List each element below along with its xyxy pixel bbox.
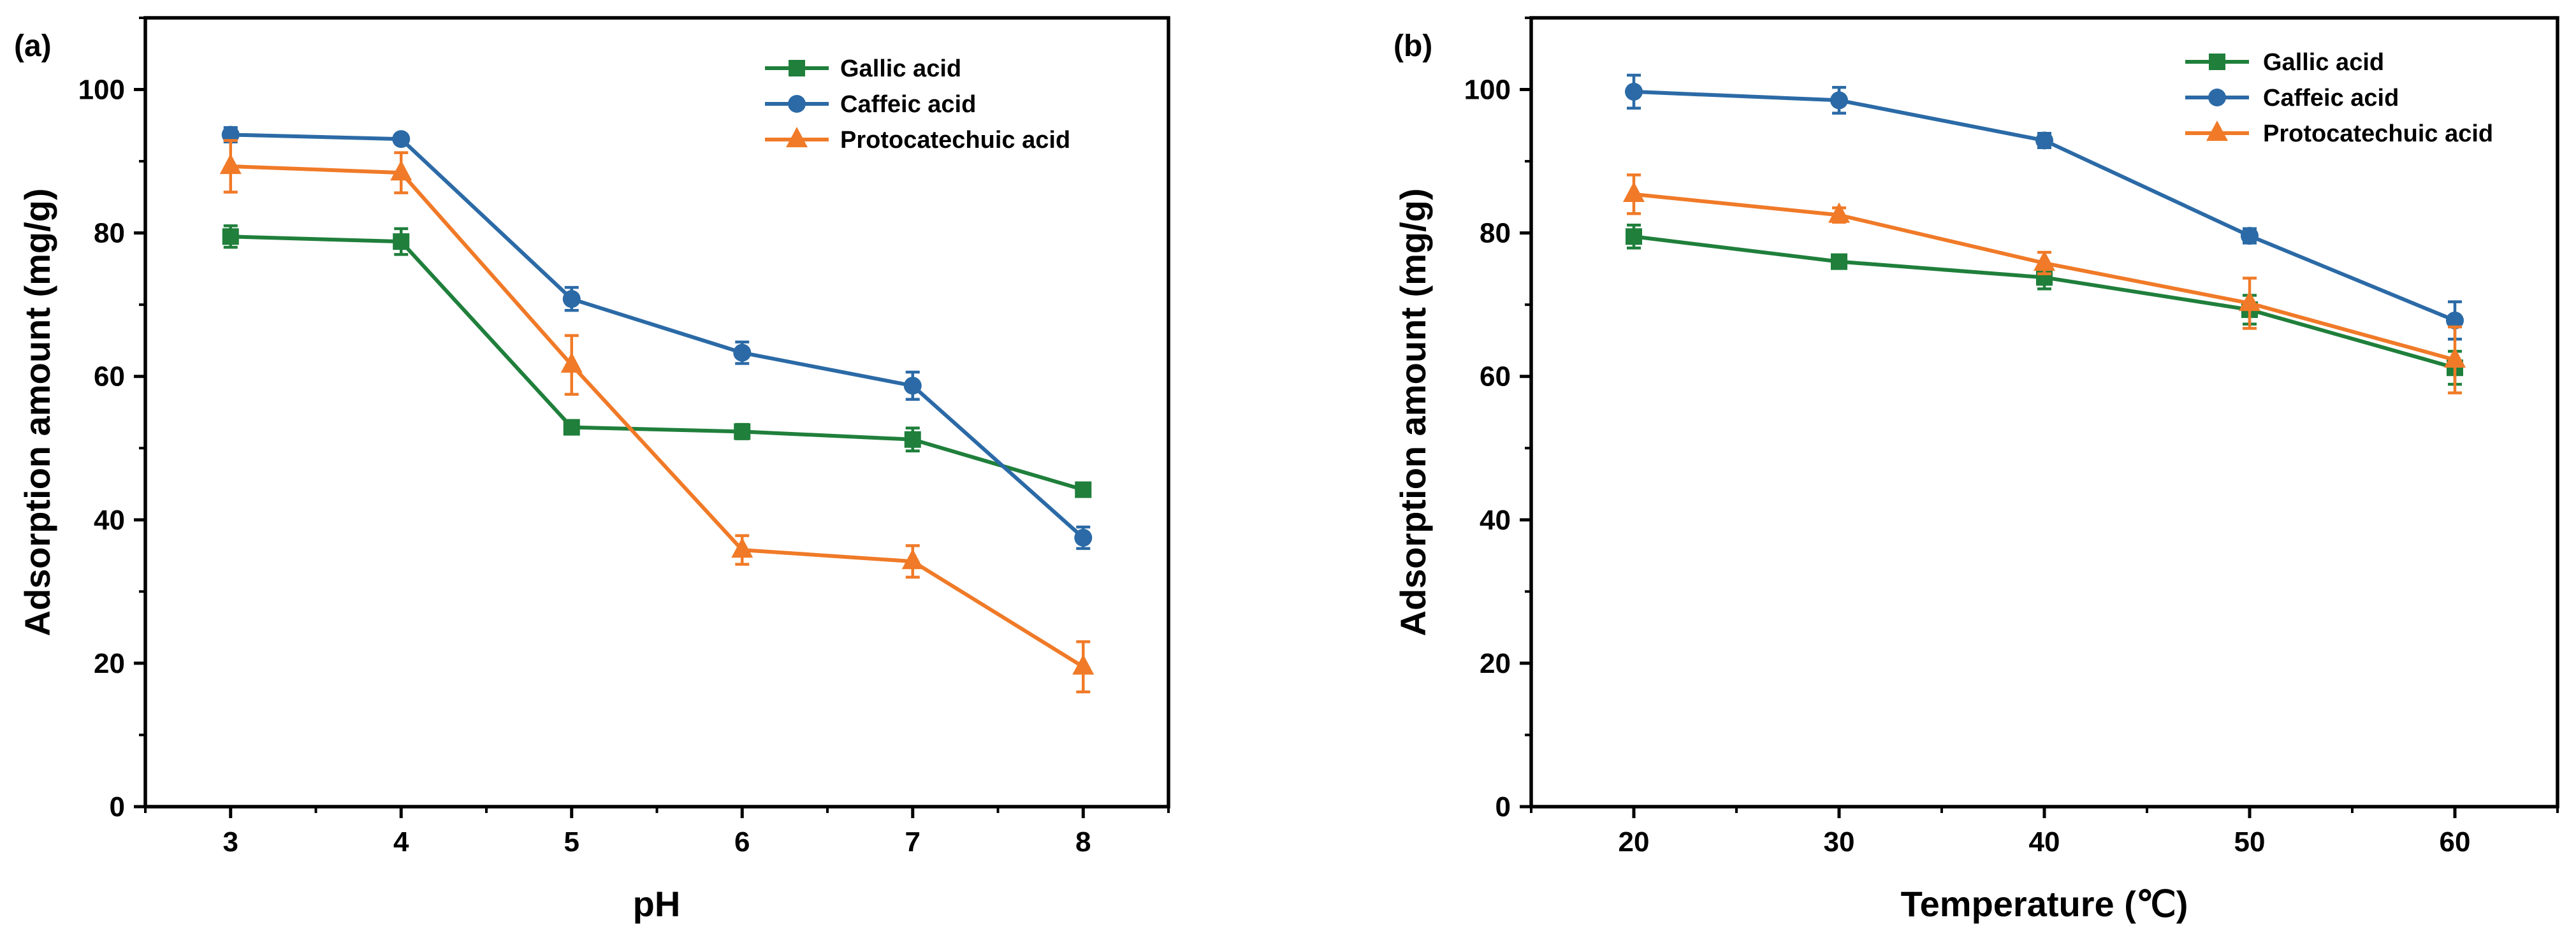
- data-point-gallic-acid: [904, 431, 921, 448]
- series-caffeic-acid: [221, 126, 1093, 551]
- x-tick-label: 60: [2440, 826, 2471, 858]
- legend-label-protocatechuic-acid: Protocatechuic acid: [2263, 120, 2493, 147]
- panel-label: (a): [14, 29, 52, 63]
- x-tick-label: 30: [1824, 826, 1855, 858]
- x-tick-label: 4: [393, 826, 409, 858]
- data-point-caffeic-acid: [1074, 528, 1093, 547]
- legend-label-gallic-acid: Gallic acid: [840, 55, 961, 82]
- data-point-protocatechuic-acid: [2239, 291, 2260, 312]
- series-gallic-acid: [222, 224, 1092, 498]
- legend-marker-caffeic-acid: [788, 95, 806, 113]
- series-gallic-acid: [1626, 224, 2463, 386]
- data-point-protocatechuic-acid: [390, 160, 412, 181]
- y-tick-label: 20: [1480, 648, 1511, 679]
- panel-label: (b): [1394, 29, 1432, 63]
- data-point-protocatechuic-acid: [2034, 250, 2055, 271]
- data-point-protocatechuic-acid: [901, 549, 924, 570]
- legend: Gallic acid Caffeic acid Protocatechuic ac…: [2185, 49, 2493, 147]
- x-tick-label: 6: [734, 826, 750, 858]
- data-point-caffeic-acid: [392, 130, 411, 148]
- data-point-gallic-acid: [734, 423, 751, 440]
- data-point-protocatechuic-acid: [1828, 202, 1850, 223]
- legend-marker-protocatechuic-acid: [786, 127, 808, 148]
- data-point-caffeic-acid: [2035, 131, 2053, 150]
- data-point-caffeic-acid: [1830, 91, 1848, 110]
- data-point-caffeic-acid: [2446, 311, 2464, 329]
- data-point-protocatechuic-acid: [2444, 347, 2466, 368]
- data-point-gallic-acid: [1075, 481, 1092, 498]
- y-tick-label: 40: [1480, 505, 1511, 536]
- series-protocatechuic-acid: [1623, 173, 2466, 394]
- data-point-caffeic-acid: [2241, 227, 2259, 245]
- y-tick-label: 80: [1480, 218, 1511, 249]
- y-tick-label: 100: [78, 75, 125, 106]
- series-line-protocatechuic-acid: [230, 164, 1084, 669]
- legend-label-gallic-acid: Gallic acid: [2263, 49, 2384, 76]
- x-tick-label: 7: [905, 826, 921, 858]
- y-tick-label: 0: [110, 791, 125, 823]
- y-tick-label: 60: [1480, 361, 1511, 392]
- chart-panel-1: 0 20 40 60 80 100 20 30 40 50 60 Temperature (℃) Ads…: [1393, 16, 2559, 924]
- x-tick-label: 20: [1619, 826, 1650, 858]
- y-tick-label: 40: [94, 505, 125, 536]
- data-point-gallic-acid: [222, 228, 239, 245]
- data-point-gallic-acid: [1831, 253, 1847, 270]
- data-point-protocatechuic-acid: [1072, 654, 1095, 675]
- series-protocatechuic-acid: [219, 139, 1095, 694]
- legend: Gallic acid Caffeic acid Protocatechuic ac…: [765, 55, 1070, 154]
- x-tick-label: 8: [1075, 826, 1091, 858]
- x-axis-label: pH: [633, 884, 681, 924]
- y-axis-label: Adsorption amount (mg/g): [17, 188, 57, 636]
- data-point-protocatechuic-acid: [560, 352, 583, 373]
- data-point-caffeic-acid: [562, 290, 581, 308]
- x-tick-label: 50: [2234, 826, 2266, 858]
- data-point-protocatechuic-acid: [219, 154, 242, 175]
- data-point-gallic-acid: [393, 233, 410, 250]
- data-point-gallic-acid: [1626, 228, 1642, 245]
- data-point-caffeic-acid: [1625, 82, 1643, 101]
- data-point-caffeic-acid: [903, 377, 922, 395]
- legend-label-caffeic-acid: Caffeic acid: [840, 91, 976, 118]
- x-tick-label: 40: [2029, 826, 2060, 858]
- data-point-gallic-acid: [563, 419, 580, 436]
- y-tick-label: 60: [94, 361, 125, 392]
- x-tick-label: 5: [564, 826, 579, 858]
- y-tick-label: 100: [1464, 75, 1511, 106]
- legend-marker-gallic-acid: [789, 60, 805, 76]
- y-axis-label: Adsorption amount (mg/g): [1393, 188, 1433, 636]
- y-tick-label: 80: [94, 218, 125, 249]
- legend-marker-caffeic-acid: [2208, 89, 2226, 106]
- legend-label-protocatechuic-acid: Protocatechuic acid: [840, 127, 1070, 154]
- legend-marker-gallic-acid: [2209, 54, 2225, 70]
- y-tick-label: 0: [1495, 791, 1511, 823]
- data-point-protocatechuic-acid: [731, 537, 753, 558]
- legend-label-caffeic-acid: Caffeic acid: [2263, 85, 2399, 112]
- x-tick-label: 3: [223, 826, 238, 858]
- chart-panel-0: 0 20 40 60 80 100 3 4 5 6 7 8 pH Adsorption amount (m…: [14, 16, 1170, 924]
- legend-marker-protocatechuic-acid: [2206, 120, 2228, 141]
- x-axis-label: Temperature (℃): [1901, 884, 2188, 924]
- y-tick-label: 20: [94, 648, 125, 679]
- series-line-caffeic-acid: [230, 133, 1085, 540]
- data-point-protocatechuic-acid: [1623, 182, 1645, 203]
- series-line-gallic-acid: [230, 234, 1084, 492]
- data-point-caffeic-acid: [733, 343, 752, 362]
